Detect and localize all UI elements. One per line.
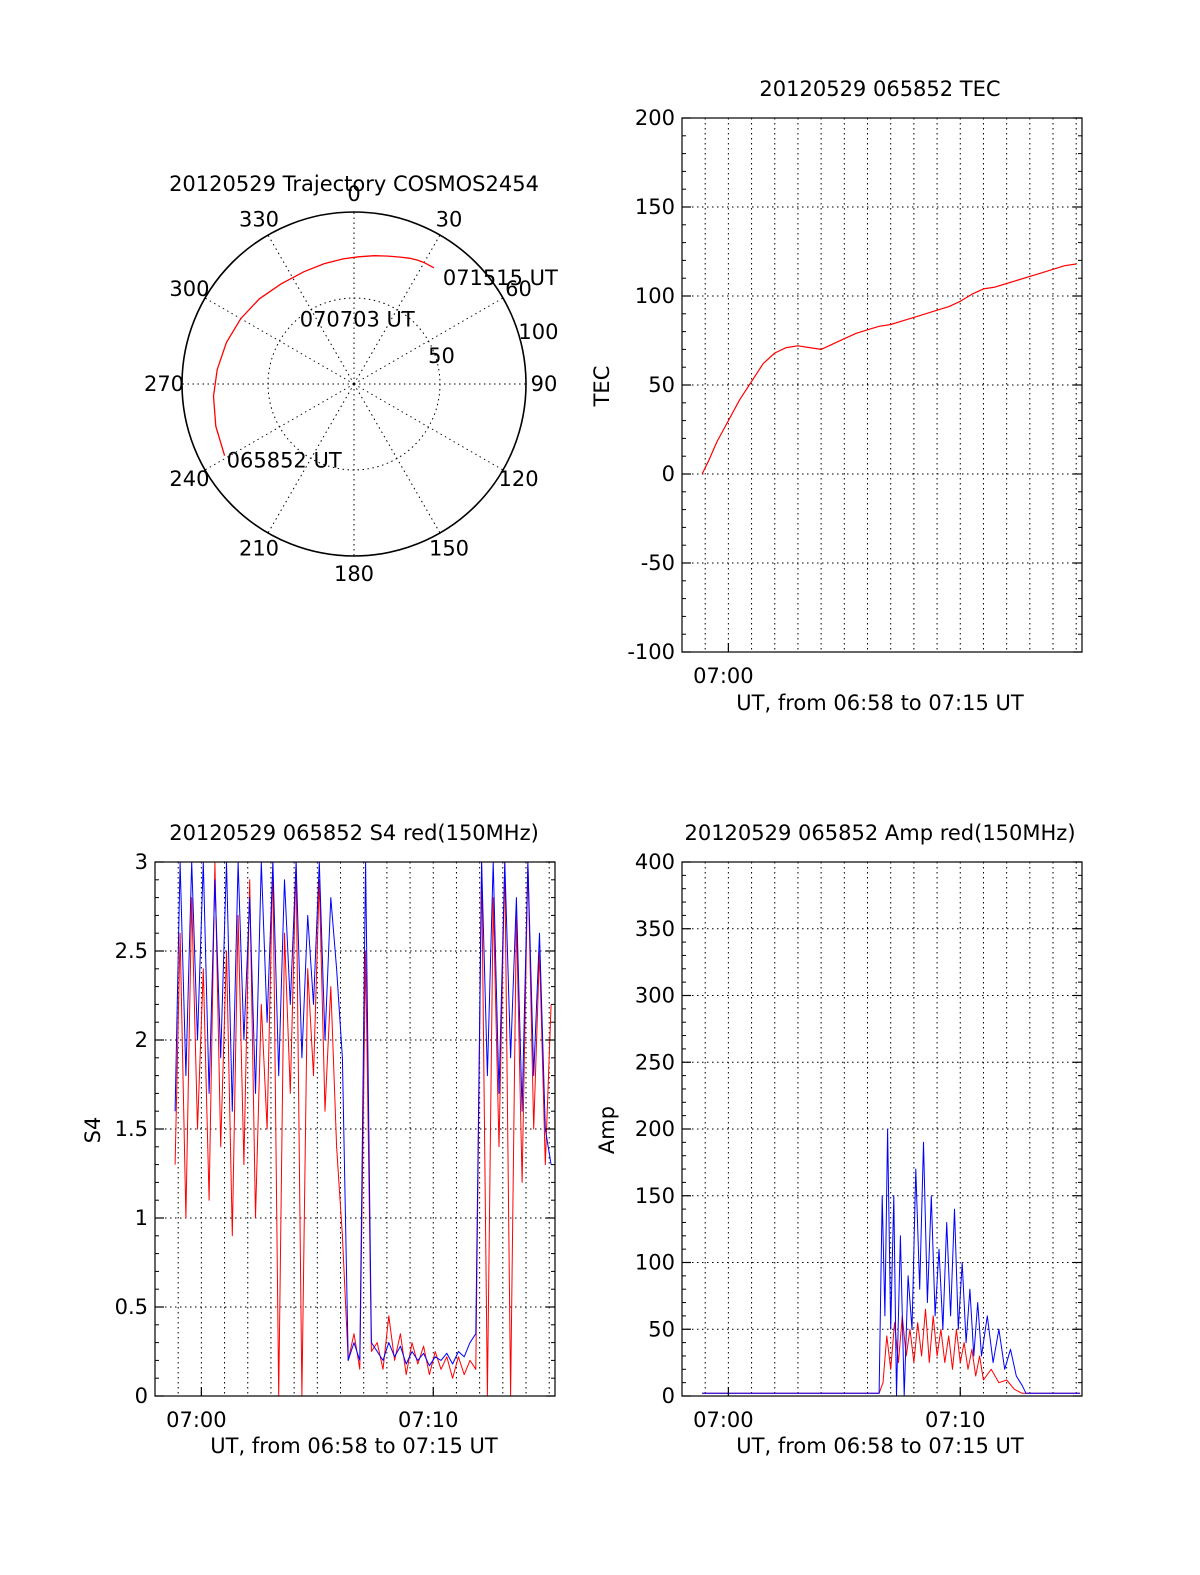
tec-ytick-label: 150 bbox=[635, 195, 675, 219]
trajectory-azimuth-label: 330 bbox=[239, 207, 279, 231]
trajectory-spoke bbox=[204, 383, 355, 471]
trajectory-azimuth-label: 60 bbox=[505, 277, 532, 301]
trajectory-azimuth-label: 90 bbox=[531, 372, 558, 396]
trajectory-spoke bbox=[353, 383, 504, 471]
trajectory-azimuth-label: 120 bbox=[498, 467, 538, 491]
s4-xlabel: UT, from 06:58 to 07:15 UT bbox=[210, 1434, 498, 1458]
amp-ytick-label: 0 bbox=[662, 1384, 675, 1408]
amp-series-line-2 bbox=[702, 1128, 1081, 1397]
s4-ytick-label: 2.5 bbox=[115, 939, 148, 963]
trajectory-spoke bbox=[204, 297, 355, 385]
tec-tick-marks bbox=[682, 117, 1082, 653]
trajectory-panel: 20120529 Trajectory COSMOS2454 0 30 60 90 12… bbox=[144, 172, 559, 586]
tec-panel: 20120529 065852 TEC -100-50050100150200 … bbox=[590, 77, 1083, 715]
amp-series-line-1 bbox=[702, 1308, 1081, 1394]
trajectory-azimuth-labels: 0 30 60 90 120 150 180 210 240 270 300 330 bbox=[144, 182, 557, 586]
trajectory-azimuth-label: 0 bbox=[347, 182, 360, 206]
tec-ytick-label: -100 bbox=[627, 640, 675, 664]
tec-x-tick-labels: 07:00 bbox=[693, 664, 754, 688]
tec-series-line-1 bbox=[701, 263, 1077, 475]
trajectory-horizon-circle bbox=[181, 211, 527, 557]
s4-tick-marks bbox=[155, 861, 555, 1397]
tec-ytick-label: -50 bbox=[641, 551, 675, 575]
s4-series-line-2 bbox=[174, 861, 552, 1367]
amp-ytick-label: 300 bbox=[635, 984, 675, 1008]
amp-xtick-label: 07:10 bbox=[925, 1408, 986, 1432]
amp-ylabel: Amp bbox=[595, 1106, 619, 1154]
tec-ytick-label: 200 bbox=[635, 106, 675, 130]
tec-series bbox=[701, 263, 1077, 475]
s4-ytick-label: 0.5 bbox=[115, 1295, 148, 1319]
s4-y-tick-labels: 0 0.5 1 1.5 2 2.5 3 bbox=[115, 850, 148, 1408]
s4-series-line-1 bbox=[174, 861, 552, 1397]
trajectory-azimuth-label: 150 bbox=[429, 537, 469, 561]
amp-tick-marks bbox=[682, 861, 1082, 1397]
tec-title: 20120529 065852 TEC bbox=[759, 77, 1000, 101]
amp-ytick-label: 350 bbox=[635, 917, 675, 941]
trajectory-title: 20120529 Trajectory COSMOS2454 bbox=[169, 172, 539, 196]
tec-xlabel: UT, from 06:58 to 07:15 UT bbox=[736, 691, 1024, 715]
tec-ytick-label: 100 bbox=[635, 284, 675, 308]
trajectory-annotations: 065852 UT 070703 UT 071515 UT bbox=[227, 266, 558, 473]
s4-series bbox=[174, 861, 552, 1397]
amp-ytick-label: 100 bbox=[635, 1251, 675, 1275]
s4-ytick-label: 0 bbox=[135, 1384, 148, 1408]
amp-series bbox=[702, 1128, 1081, 1397]
trajectory-azimuth-label: 30 bbox=[436, 207, 463, 231]
trajectory-azimuth-label: 240 bbox=[169, 467, 209, 491]
trajectory-spoke bbox=[353, 234, 441, 385]
s4-x-tick-labels: 07:00 07:10 bbox=[166, 1408, 458, 1432]
s4-xtick-label: 07:00 bbox=[166, 1408, 227, 1432]
tec-ytick-label: 50 bbox=[648, 373, 675, 397]
amp-ytick-label: 250 bbox=[635, 1050, 675, 1074]
amp-ytick-label: 400 bbox=[635, 850, 675, 874]
s4-ytick-label: 2 bbox=[135, 1028, 148, 1052]
amp-title: 20120529 065852 Amp red(150MHz) bbox=[684, 821, 1075, 845]
amp-grid bbox=[681, 861, 1082, 1397]
tec-y-tick-labels: -100 -50 0 50 100 150 200 bbox=[627, 106, 675, 664]
trajectory-spoke bbox=[353, 383, 441, 534]
s4-title: 20120529 065852 S4 red(150MHz) bbox=[169, 821, 539, 845]
trajectory-series bbox=[212, 255, 435, 456]
amp-x-tick-labels: 07:00 07:10 bbox=[693, 1408, 985, 1432]
trajectory-path bbox=[212, 255, 435, 456]
tec-grid bbox=[681, 117, 1082, 653]
trajectory-grid bbox=[182, 212, 526, 556]
s4-panel: 20120529 065852 S4 red(150MHz) 0 0.5 1 1.5 2… bbox=[81, 821, 556, 1458]
amp-xtick-label: 07:00 bbox=[693, 1408, 754, 1432]
trajectory-radius-label: 50 bbox=[428, 344, 455, 368]
tec-ylabel: TEC bbox=[590, 366, 614, 408]
s4-ytick-label: 3 bbox=[135, 850, 148, 874]
trajectory-spoke bbox=[353, 297, 504, 385]
trajectory-radius-labels: 50 100 bbox=[428, 320, 558, 368]
trajectory-radius-label: 100 bbox=[518, 320, 558, 344]
trajectory-time-annotation: 065852 UT bbox=[227, 449, 342, 473]
amp-xlabel: UT, from 06:58 to 07:15 UT bbox=[736, 1434, 1024, 1458]
amp-ytick-label: 200 bbox=[635, 1117, 675, 1141]
s4-xtick-label: 07:10 bbox=[398, 1408, 459, 1432]
trajectory-time-annotation: 071515 UT bbox=[443, 266, 558, 290]
tec-xtick-label: 07:00 bbox=[693, 664, 754, 688]
trajectory-time-annotation: 070703 UT bbox=[300, 307, 415, 331]
s4-ylabel: S4 bbox=[81, 1117, 105, 1144]
tec-ytick-label: 0 bbox=[662, 462, 675, 486]
s4-ytick-label: 1.5 bbox=[115, 1117, 148, 1141]
s4-ytick-label: 1 bbox=[135, 1206, 148, 1230]
amp-ytick-label: 50 bbox=[648, 1317, 675, 1341]
trajectory-spoke bbox=[267, 234, 355, 385]
trajectory-spoke bbox=[267, 383, 355, 534]
trajectory-azimuth-label: 300 bbox=[169, 277, 209, 301]
trajectory-azimuth-label: 210 bbox=[239, 537, 279, 561]
amp-ytick-label: 150 bbox=[635, 1184, 675, 1208]
amp-panel: 20120529 065852 Amp red(150MHz) 0 50 100 15… bbox=[595, 821, 1083, 1458]
trajectory-azimuth-label: 180 bbox=[334, 562, 374, 586]
amp-y-tick-labels: 0 50 100 150 200 250 300 350 400 bbox=[635, 850, 675, 1408]
trajectory-azimuth-label: 270 bbox=[144, 372, 184, 396]
